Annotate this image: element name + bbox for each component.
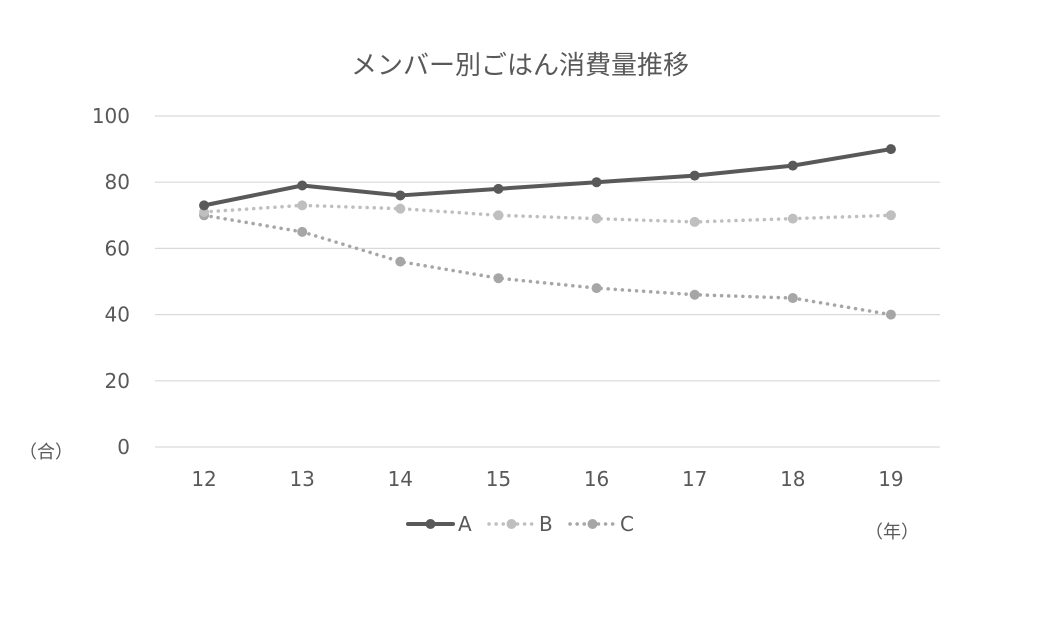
- x-tick-label: 15: [486, 467, 511, 491]
- x-axis-unit: （年）: [865, 522, 919, 543]
- series-line-A: [202, 147, 893, 208]
- y-tick-label: 80: [105, 170, 130, 194]
- data-point-A: [297, 180, 308, 191]
- legend-item-A: A: [406, 512, 472, 536]
- data-point-C: [689, 289, 700, 300]
- data-point-A: [395, 190, 406, 201]
- data-point-C: [885, 309, 896, 320]
- legend-swatch-marker: [587, 519, 598, 529]
- series-lines: [199, 144, 896, 320]
- data-point-A: [787, 160, 798, 171]
- legend-label: B: [539, 512, 553, 536]
- series-line-C: [202, 213, 893, 317]
- data-point-C: [297, 226, 308, 237]
- data-point-A: [885, 144, 896, 155]
- series-C: [199, 210, 896, 320]
- x-axis-ticks: 12 13 14 15 16 17 18 19: [191, 467, 903, 491]
- y-axis-ticks: 0 20 40 60 80 100: [92, 104, 130, 459]
- data-point-B: [885, 210, 896, 221]
- series-A: [199, 144, 896, 211]
- data-point-A: [591, 177, 602, 188]
- y-tick-label: 60: [105, 236, 130, 260]
- x-tick-label: 13: [289, 467, 314, 491]
- y-tick-label: 0: [117, 435, 130, 459]
- data-point-B: [591, 213, 602, 224]
- data-point-C: [787, 293, 798, 304]
- data-point-B: [395, 203, 406, 214]
- data-point-A: [493, 183, 504, 194]
- y-tick-label: 40: [105, 303, 130, 327]
- data-point-B: [787, 213, 798, 224]
- data-point-C: [591, 283, 602, 294]
- legend-item-C: C: [568, 512, 634, 536]
- chart-title: メンバー別ごはん消費量推移: [351, 51, 689, 81]
- legend-swatch-marker: [425, 519, 436, 529]
- x-tick-label: 19: [878, 467, 903, 491]
- y-axis-unit: （合）: [19, 442, 73, 463]
- x-tick-label: 17: [682, 467, 707, 491]
- legend-item-B: B: [487, 512, 553, 536]
- x-tick-label: 16: [584, 467, 609, 491]
- data-point-C: [493, 273, 504, 284]
- data-point-B: [493, 210, 504, 221]
- legend: A B C: [406, 512, 634, 536]
- y-tick-label: 20: [105, 369, 130, 393]
- legend-label: C: [620, 512, 634, 536]
- series-B: [199, 200, 896, 227]
- data-point-C: [395, 256, 406, 267]
- gridlines: [155, 115, 940, 448]
- data-point-A: [689, 170, 700, 181]
- legend-label: A: [458, 512, 472, 536]
- x-tick-label: 12: [191, 467, 216, 491]
- legend-swatch-marker: [506, 519, 517, 529]
- x-tick-label: 14: [388, 467, 413, 491]
- y-tick-label: 100: [92, 104, 130, 128]
- data-point-B: [297, 200, 308, 211]
- series-line-B: [202, 203, 893, 224]
- data-point-A: [199, 200, 210, 211]
- data-point-B: [689, 216, 700, 227]
- x-tick-label: 18: [780, 467, 805, 491]
